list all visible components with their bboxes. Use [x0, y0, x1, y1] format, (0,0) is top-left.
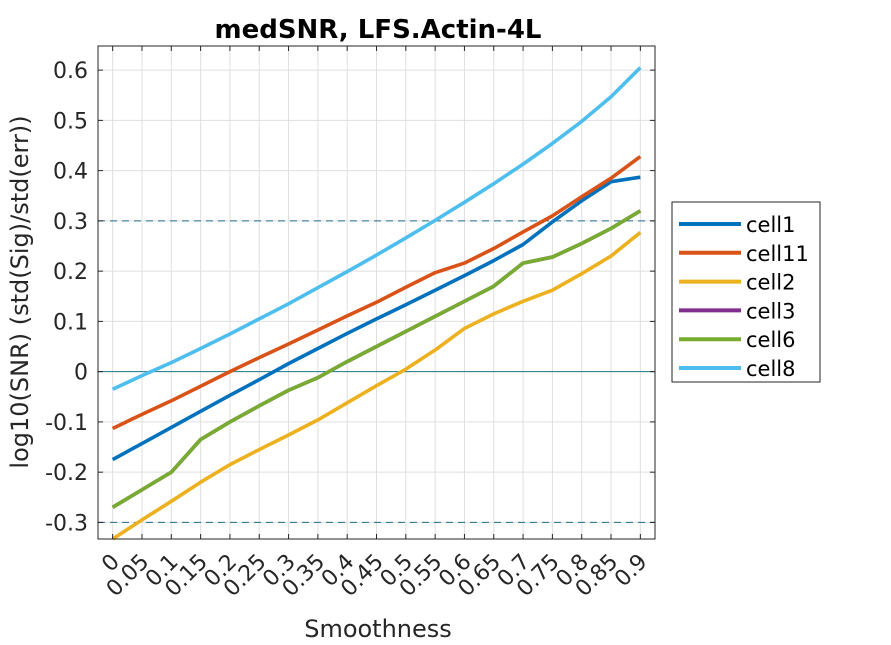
y-tick-label: -0.3 — [45, 511, 88, 536]
legend-items: cell1 cell11 cell2 cell3 cell6 cell8 — [679, 213, 809, 381]
legend-label-cell6: cell6 — [746, 328, 796, 352]
legend-label-cell3: cell3 — [746, 299, 796, 323]
y-tick-label: -0.1 — [45, 411, 88, 436]
series-line-cell11 — [111, 155, 642, 431]
series-line-cell1 — [111, 175, 641, 462]
legend-label-cell11: cell11 — [746, 242, 809, 266]
y-tick-label: -0.2 — [45, 461, 88, 486]
chart-title: medSNR, LFS.Actin-4L — [214, 15, 541, 45]
legend-box — [671, 201, 821, 383]
y-tick-label: 0.4 — [53, 160, 88, 185]
y-tick-label: 0.6 — [53, 59, 88, 84]
y-tick-label: 0 — [74, 361, 88, 386]
series-line-cell2 — [111, 231, 642, 541]
y-tick-label: 0.5 — [53, 109, 88, 134]
y-axis-ticks: -0.3 -0.2 -0.1 0 0.1 0.2 0.3 0.4 0.5 0.6 — [45, 59, 655, 536]
series-layer — [111, 66, 642, 541]
y-tick-label: 0.2 — [53, 260, 88, 285]
y-tick-label: 0.3 — [53, 210, 88, 235]
series-line-cell8 — [111, 66, 642, 391]
x-axis-label: Smoothness — [304, 615, 452, 643]
legend-label-cell8: cell8 — [746, 357, 796, 381]
series-line-cell6 — [111, 209, 642, 509]
legend: cell1 cell11 cell2 cell3 cell6 cell8 — [671, 201, 821, 383]
legend-label-cell2: cell2 — [746, 271, 796, 295]
y-axis-label: log10(SNR) (std(Sig)/std(err)) — [6, 115, 34, 468]
reference-lines — [98, 220, 655, 523]
legend-label-cell1: cell1 — [746, 213, 796, 237]
y-tick-label: 0.1 — [53, 310, 88, 335]
